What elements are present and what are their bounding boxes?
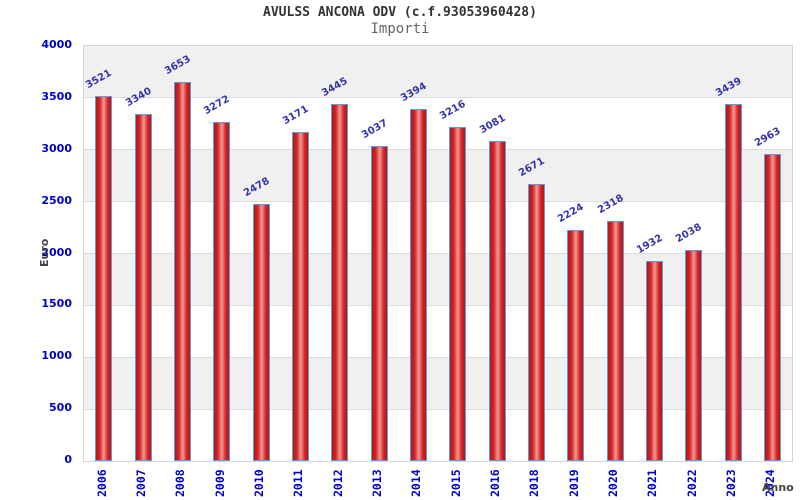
x-tick-label: 2012 — [330, 469, 345, 497]
x-tick-label: 2022 — [684, 469, 699, 497]
bar-value-label: 3340 — [123, 85, 154, 110]
bar-value-label: 3394 — [398, 80, 429, 105]
bar — [409, 109, 427, 461]
bar-value-label: 3081 — [477, 112, 508, 137]
bar-value-label: 3216 — [438, 98, 468, 123]
gridline — [84, 149, 792, 151]
bar — [331, 104, 349, 461]
bar — [95, 96, 113, 461]
y-tick-label: 0 — [64, 453, 72, 466]
x-tick-label: 2013 — [370, 469, 384, 497]
gridline — [84, 356, 792, 358]
x-tick-label: 2021 — [645, 469, 660, 497]
x-tick-label: 2014 — [409, 469, 424, 497]
gridline — [84, 97, 792, 99]
bar-value-label: 3653 — [162, 53, 193, 78]
gridline — [84, 304, 792, 306]
bar — [370, 146, 388, 461]
bar-value-label: 3439 — [713, 75, 744, 100]
bar-value-label: 3445 — [320, 75, 350, 100]
y-axis-title: Euro — [38, 238, 51, 267]
bar — [449, 127, 467, 461]
bar-value-label: 2318 — [595, 192, 626, 217]
bar — [488, 141, 506, 461]
y-tick-label: 500 — [49, 401, 72, 415]
x-tick-label: 2007 — [134, 469, 148, 497]
y-tick-label: 3500 — [41, 89, 72, 103]
bar — [567, 230, 585, 461]
bar — [291, 132, 309, 461]
bar-value-label: 2038 — [674, 221, 704, 246]
y-tick-label: 3000 — [41, 141, 72, 155]
bar — [685, 250, 703, 461]
gridline — [84, 201, 792, 203]
bar-value-label: 2963 — [752, 125, 783, 150]
gridline — [84, 253, 792, 254]
y-tick-label: 1000 — [41, 349, 72, 363]
bar — [527, 184, 545, 461]
x-tick-label: 2016 — [488, 469, 502, 497]
x-tick-label: 2010 — [252, 469, 266, 497]
bar — [724, 104, 742, 461]
bar — [252, 204, 270, 461]
x-tick-label: 2018 — [527, 469, 542, 497]
bar-value-label: 2671 — [516, 155, 547, 180]
x-tick-label: 2019 — [566, 469, 581, 497]
y-tick-label: 2000 — [41, 245, 72, 259]
bar — [213, 122, 231, 461]
bar-value-label: 2478 — [241, 175, 272, 200]
bar-value-label: 2224 — [556, 201, 586, 226]
x-tick-label: 2009 — [212, 469, 227, 497]
y-tick-label: 2500 — [41, 193, 72, 207]
x-tick-label: 2008 — [173, 469, 188, 497]
gridline — [84, 408, 792, 410]
x-tick-label: 2011 — [291, 469, 306, 497]
x-tick-label: 2023 — [724, 469, 738, 497]
chart-subtitle: Importi — [370, 21, 430, 37]
bar — [645, 261, 663, 461]
bar-value-label: 3037 — [359, 117, 390, 142]
bar — [173, 82, 191, 461]
chart-title: AVULSS ANCONA ODV (c.f.93053960428) — [263, 5, 537, 20]
x-tick-label: 2006 — [94, 469, 109, 497]
y-tick-label: 4000 — [41, 38, 72, 51]
y-tick-label: 1500 — [41, 297, 72, 311]
bar — [763, 154, 781, 461]
x-tick-label: 2015 — [448, 469, 463, 497]
bar — [134, 114, 152, 461]
bar-value-label: 3521 — [84, 67, 114, 92]
plot-area: 3521 3340 3653 3272 2478 3171 3445 3037 3394 3216… — [83, 45, 793, 462]
bar-value-label: 3171 — [280, 103, 311, 128]
x-axis-title: Anno — [762, 481, 794, 494]
x-tick-label: 2020 — [606, 469, 620, 497]
bar — [606, 221, 624, 461]
